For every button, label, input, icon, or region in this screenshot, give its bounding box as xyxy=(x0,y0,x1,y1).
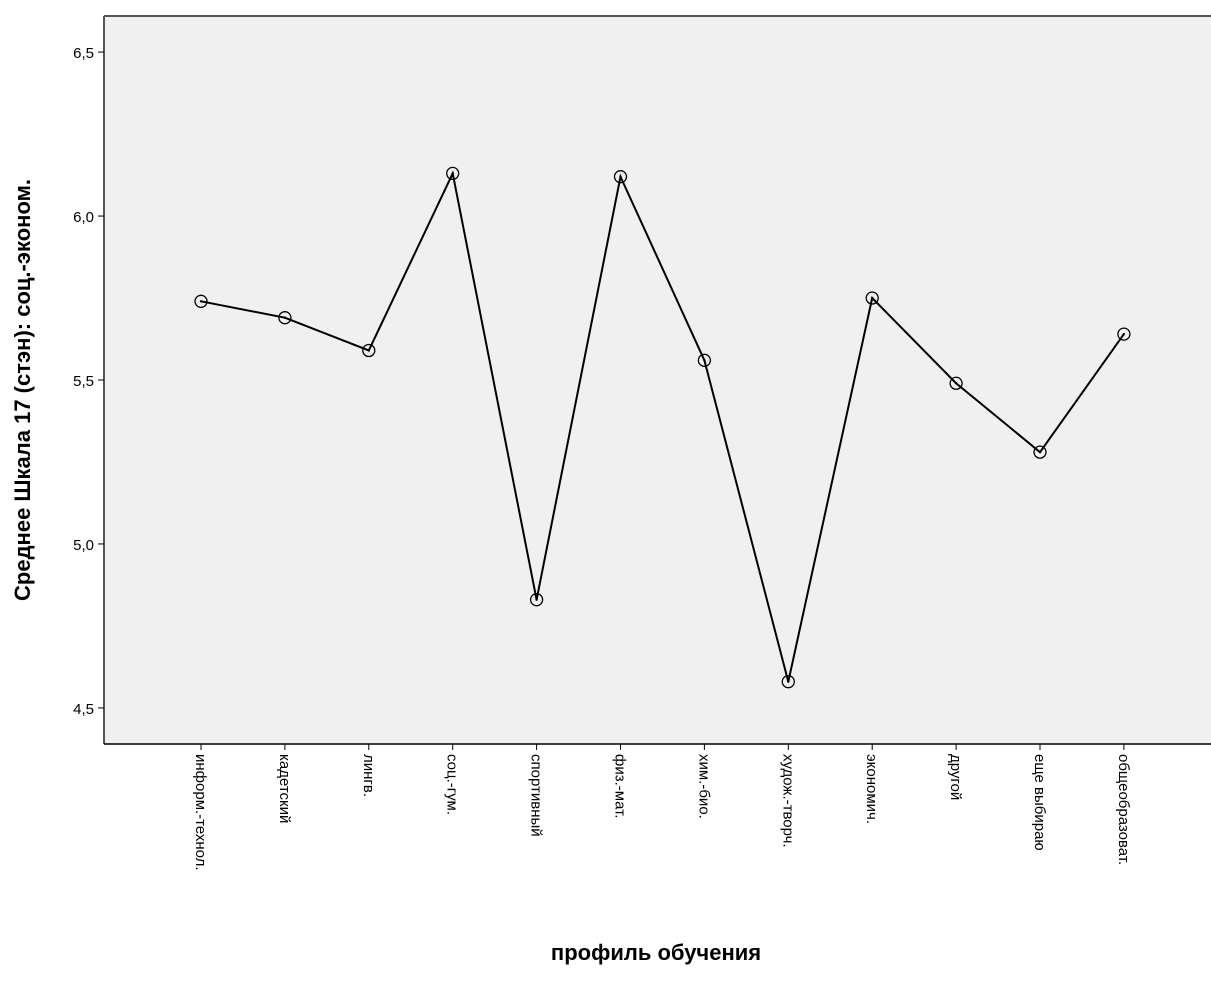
x-tick-label: физ.-мат. xyxy=(612,754,629,818)
data-point-center xyxy=(871,296,874,300)
series-line xyxy=(200,170,1125,682)
data-point xyxy=(278,311,292,325)
data-point xyxy=(194,294,208,308)
x-tick-label: еще выбираю xyxy=(1031,754,1048,851)
data-point xyxy=(1117,327,1131,341)
plot-area xyxy=(104,16,1211,744)
x-tick-label: общеобразоват. xyxy=(1115,754,1132,865)
x-tick-label: кадетский xyxy=(276,754,293,823)
data-point xyxy=(446,166,460,181)
x-tick-label: лингв. xyxy=(360,754,377,797)
data-point xyxy=(613,170,628,184)
x-axis: информ.-технол. кадетский лингв. соц.-гум. с… xyxy=(104,743,1211,871)
data-point xyxy=(865,291,879,305)
data-point-center xyxy=(787,680,790,683)
x-tick-label: экономич. xyxy=(863,754,880,824)
data-point xyxy=(949,376,963,390)
x-tick-label: соц.-гум. xyxy=(444,754,461,815)
data-point-center xyxy=(535,598,538,601)
x-tick-label: другой xyxy=(947,754,964,800)
data-point-center xyxy=(199,300,203,303)
series-layer xyxy=(194,166,1131,689)
data-point-center xyxy=(451,172,454,175)
data-point xyxy=(781,675,795,689)
y-axis-title: Среднее Шкала 17 (стэн): соц.-эконом. xyxy=(10,179,35,601)
y-tick-label: 6,5 xyxy=(73,45,94,62)
data-point xyxy=(1033,445,1047,459)
data-point xyxy=(362,343,376,358)
x-tick-label: хим.-био. xyxy=(695,754,712,819)
data-point-center xyxy=(703,359,706,362)
y-tick-label: 5,0 xyxy=(73,537,94,554)
y-axis: 4,5 5,0 5,5 6,0 6,5 xyxy=(73,15,1211,744)
data-point-center xyxy=(1038,450,1042,454)
data-point xyxy=(529,593,544,607)
y-tick-label: 5,5 xyxy=(73,373,94,390)
data-point-center xyxy=(283,316,287,319)
x-axis-title: профиль обучения xyxy=(551,940,761,965)
y-tick-label: 6,0 xyxy=(73,209,94,226)
x-tick-label: информ.-технол. xyxy=(192,754,209,871)
data-point-center xyxy=(954,382,958,385)
data-point-center xyxy=(367,349,370,352)
x-tick-label: худож.-творч. xyxy=(779,754,796,848)
data-point-center xyxy=(1122,332,1126,336)
data-point xyxy=(697,353,712,367)
y-tick-label: 4,5 xyxy=(73,701,94,718)
x-tick-label: спортивный xyxy=(528,754,545,837)
data-point-center xyxy=(619,175,622,178)
